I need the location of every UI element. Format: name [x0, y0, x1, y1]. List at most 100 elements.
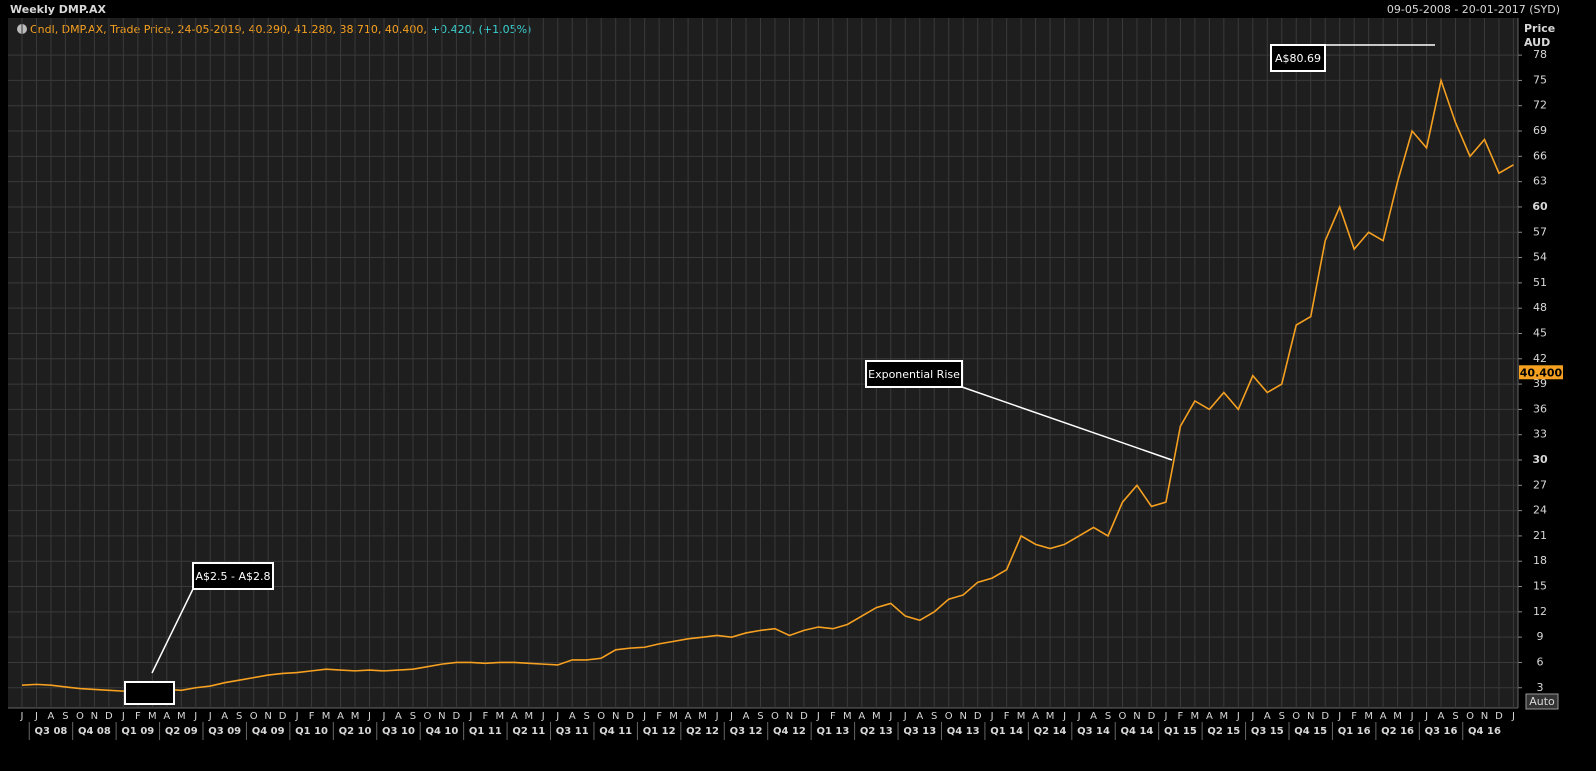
- x-tick-label: O: [76, 711, 84, 722]
- x-tick-label: J: [1236, 711, 1240, 722]
- quarter-label: Q4 10: [425, 726, 458, 737]
- chart-title: Weekly DMP.AX: [10, 3, 107, 16]
- quarter-label: Q4 14: [1121, 726, 1154, 737]
- y-tick-label: 24: [1533, 504, 1547, 517]
- x-tick-label: A: [916, 711, 923, 722]
- x-tick-label: N: [1481, 711, 1488, 722]
- y-tick-label: 72: [1533, 99, 1547, 112]
- x-tick-label: S: [1452, 711, 1458, 722]
- quarter-label: Q3 09: [208, 726, 241, 737]
- annotation: A$2.5 - A$2.8: [124, 562, 274, 705]
- x-tick-label: J: [367, 711, 371, 722]
- x-tick-label: M: [1393, 711, 1402, 722]
- last-price-label: 40.400: [1520, 366, 1563, 379]
- x-tick-label: O: [1119, 711, 1127, 722]
- x-tick-label: J: [1077, 711, 1081, 722]
- x-tick-label: J: [1163, 711, 1167, 722]
- x-tick-label: A: [511, 711, 518, 722]
- quarter-label: Q3 13: [903, 726, 936, 737]
- y-tick-label: 78: [1533, 48, 1547, 61]
- x-tick-label: D: [1148, 711, 1156, 722]
- x-tick-label: J: [555, 711, 559, 722]
- quarter-label: Q4 08: [78, 726, 111, 737]
- x-tick-label: F: [1004, 711, 1010, 722]
- x-tick-label: J: [208, 711, 212, 722]
- x-tick-label: M: [698, 711, 707, 722]
- x-tick-label: A: [743, 711, 750, 722]
- annotation-text: A$80.69: [1275, 52, 1321, 65]
- y-tick-label: 12: [1533, 605, 1547, 618]
- x-tick-label: M: [669, 711, 678, 722]
- x-tick-label: N: [91, 711, 98, 722]
- price-line: [21, 77, 1514, 692]
- x-tick-label: J: [34, 711, 38, 722]
- annotation-box: [865, 360, 963, 388]
- y-tick-label: 42: [1533, 352, 1547, 365]
- quarter-label: Q2 16: [1381, 726, 1414, 737]
- last-price-box: [1519, 365, 1563, 380]
- quarter-label: Q3 14: [1077, 726, 1110, 737]
- x-tick-label: J: [1250, 711, 1254, 722]
- x-tick-label: O: [597, 711, 605, 722]
- x-tick-label: D: [105, 711, 113, 722]
- legend-change: +0.420, (+1.05%): [431, 23, 531, 36]
- quarter-label: Q1 10: [295, 726, 328, 737]
- quarter-label: Q3 11: [556, 726, 589, 737]
- y-tick-label: 45: [1533, 326, 1547, 339]
- annotation-line: [961, 386, 1173, 461]
- quarter-label: Q1 14: [990, 726, 1023, 737]
- x-tick-label: A: [1438, 711, 1445, 722]
- x-tick-label: A: [858, 711, 865, 722]
- x-tick-label: N: [612, 711, 619, 722]
- x-tick-label: S: [584, 711, 590, 722]
- x-tick-label: J: [1062, 711, 1066, 722]
- quarter-label: Q3 15: [1251, 726, 1284, 737]
- quarter-label: Q2 12: [686, 726, 719, 737]
- y-tick-label: 57: [1533, 225, 1547, 238]
- x-tick-label: M: [1017, 711, 1026, 722]
- quarter-label: Q1 15: [1164, 726, 1197, 737]
- x-tick-label: S: [410, 711, 416, 722]
- y-tick-label: 75: [1533, 73, 1547, 86]
- x-tick-label: M: [872, 711, 881, 722]
- x-tick-label: O: [771, 711, 779, 722]
- y-tick-label: 15: [1533, 580, 1547, 593]
- x-tick-label: O: [1292, 711, 1300, 722]
- y-tick-label: 21: [1533, 529, 1547, 542]
- x-tick-label: M: [843, 711, 852, 722]
- x-tick-label: F: [309, 711, 315, 722]
- auto-button[interactable]: [1525, 693, 1559, 710]
- x-tick-label: O: [250, 711, 258, 722]
- x-tick-label: A: [163, 711, 170, 722]
- x-tick-label: J: [990, 711, 994, 722]
- y-tick-label: 18: [1533, 554, 1547, 567]
- x-tick-label: J: [729, 711, 733, 722]
- x-tick-label: S: [931, 711, 937, 722]
- quarter-label: Q4 13: [947, 726, 980, 737]
- y-tick-label: 39: [1533, 377, 1547, 390]
- annotation: Exponential Rise: [865, 360, 1173, 461]
- auto-button-label[interactable]: Auto: [1529, 695, 1555, 708]
- quarter-label: Q2 15: [1207, 726, 1240, 737]
- y-tick-label: 33: [1533, 428, 1547, 441]
- y-axis-label: Price: [1524, 22, 1555, 35]
- x-tick-label: J: [903, 711, 907, 722]
- legend-name: Cndl, DMP.AX, Trade Price, 24-05-2019, 4…: [30, 23, 427, 36]
- x-tick-label: J: [295, 711, 299, 722]
- annotation: A$80.69: [1270, 44, 1435, 72]
- quarter-label: Q2 10: [339, 726, 372, 737]
- x-tick-label: J: [121, 711, 125, 722]
- y-tick-label: 48: [1533, 301, 1547, 314]
- x-tick-label: M: [148, 711, 157, 722]
- x-tick-label: A: [1380, 711, 1387, 722]
- x-tick-label: D: [453, 711, 461, 722]
- x-tick-label: O: [1466, 711, 1474, 722]
- quarter-label: Q2 09: [165, 726, 198, 737]
- x-tick-label: A: [1264, 711, 1271, 722]
- x-tick-label: M: [1220, 711, 1229, 722]
- x-tick-label: O: [945, 711, 953, 722]
- quarter-label: Q4 16: [1468, 726, 1501, 737]
- quarter-label: Q4 15: [1294, 726, 1327, 737]
- x-tick-label: J: [382, 711, 386, 722]
- x-tick-label: F: [135, 711, 141, 722]
